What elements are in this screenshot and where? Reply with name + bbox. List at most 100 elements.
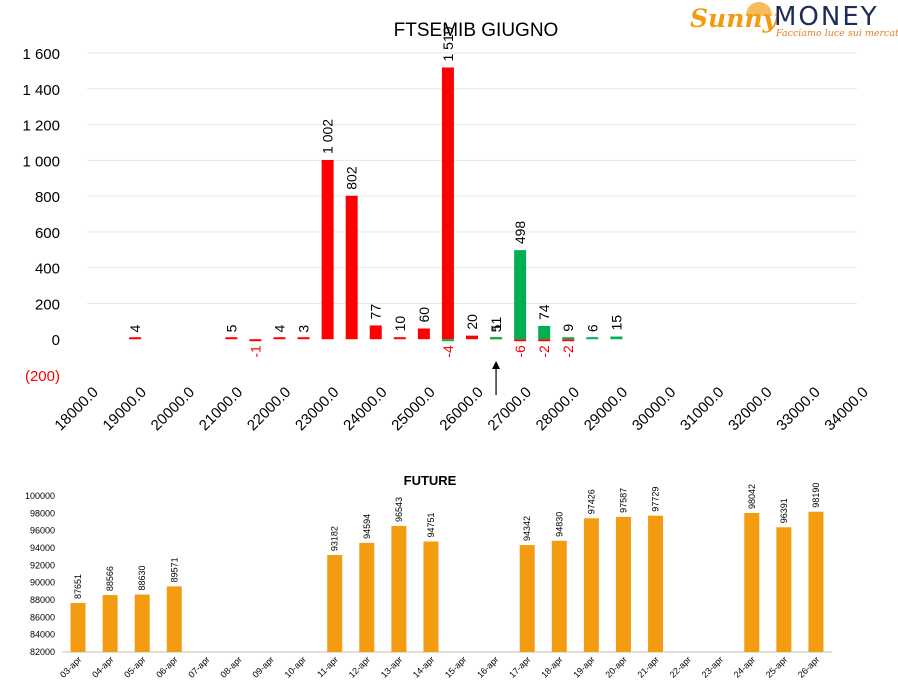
chart1-data-label: 11 — [488, 317, 504, 332]
chart1-y-tick-label: 800 — [35, 189, 60, 206]
chart1-data-label: 15 — [608, 315, 624, 331]
chart2-x-tick-label: 12-apr — [347, 654, 372, 679]
chart2-bar — [70, 603, 86, 652]
chart2-bar — [615, 516, 631, 652]
chart1-title: FTSEMIB GIUGNO — [394, 20, 559, 41]
chart2-data-label: 94594 — [362, 514, 372, 539]
chart2-x-tick-label: 23-apr — [700, 654, 725, 679]
chart1-y-tick-label: 200 — [35, 296, 60, 313]
chart2-bar — [134, 594, 150, 652]
chart1-data-label: 1 519 — [440, 26, 456, 61]
chart2-x-tick-label: 26-apr — [796, 654, 821, 679]
chart1-data-label: 3 — [296, 325, 312, 333]
chart1-data-label: -4 — [440, 345, 456, 358]
chart1-data-label: -2 — [560, 345, 576, 358]
chart2-y-tick-label: 82000 — [30, 647, 55, 657]
chart2-x-tick-label: 03-apr — [58, 654, 83, 679]
chart1-data-label: 10 — [392, 316, 408, 332]
logo-money-text: MONEY — [774, 2, 879, 32]
chart2-y-tick-label: 86000 — [30, 612, 55, 622]
chart2-bar — [359, 542, 375, 652]
chart1-bar — [321, 159, 334, 340]
chart1-y-tick-label: 600 — [35, 225, 60, 242]
chart2-x-tick-label: 06-apr — [154, 654, 179, 679]
chart2-x-tick-label: 10-apr — [283, 654, 308, 679]
chart1-x-tick-label: 20000.0 — [148, 384, 198, 434]
chart2-bar — [551, 540, 567, 652]
chart1-bar — [466, 335, 478, 340]
chart2-data-label: 94830 — [554, 512, 564, 537]
chart2-data-label: 97587 — [618, 488, 628, 513]
chart1-y-tick-label: 1 000 — [22, 153, 60, 170]
chart2-x-tick-label: 07-apr — [186, 654, 211, 679]
chart2-y-tick-label: 90000 — [30, 578, 55, 588]
chart1-data-label: 4 — [127, 325, 143, 333]
chart2-bar — [423, 541, 439, 652]
chart2-title: FUTURE — [404, 473, 457, 488]
chart1-y-tick-label: (200) — [25, 368, 60, 385]
chart1-bar — [490, 337, 503, 340]
chart1-data-label: 74 — [536, 304, 552, 320]
chart2-data-label: 93182 — [330, 526, 340, 551]
chart1-data-label: -6 — [512, 345, 528, 358]
chart1-y-tick-label: 1 400 — [22, 82, 60, 99]
chart2-y-tick-label: 94000 — [30, 543, 55, 553]
chart2-data-label: 96391 — [779, 498, 789, 523]
chart1-bar — [345, 195, 358, 340]
chart1-bar — [562, 339, 575, 342]
chart2-bar — [808, 511, 824, 652]
chart2-data-label: 97426 — [586, 489, 596, 514]
chart2-x-tick-label: 09-apr — [250, 654, 275, 679]
chart1-data-label: 20 — [464, 314, 480, 330]
chart2-data-label: 94342 — [522, 516, 532, 541]
chart2-x-tick-label: 15-apr — [443, 654, 468, 679]
chart1-data-label: 77 — [368, 304, 384, 320]
chart1-data-label: 6 — [584, 324, 600, 332]
chart1-data-label: 5 — [223, 324, 239, 332]
chart2-y-tick-label: 98000 — [30, 508, 55, 518]
chart2-x-tick-label: 16-apr — [475, 654, 500, 679]
chart1-y-tick-label: 0 — [52, 332, 60, 349]
chart2-data-label: 98042 — [747, 484, 757, 509]
chart1-data-label: -1 — [247, 345, 263, 358]
chart2-data-label: 89571 — [169, 557, 179, 582]
chart2-bar — [744, 512, 760, 652]
chart1-bar — [538, 339, 551, 342]
chart1-bar — [610, 336, 623, 340]
chart1-bar — [538, 325, 551, 340]
chart1-data-label: 498 — [512, 221, 528, 245]
chart1-x-tick-label: 30000.0 — [629, 384, 679, 434]
chart1-bar — [369, 325, 382, 340]
chart2-bar — [776, 527, 792, 652]
chart1-x-tick-label: 23000.0 — [292, 384, 342, 434]
chart1-data-label: -2 — [536, 345, 552, 358]
sunny-money-logo: Sunny MONEY Facciamo luce sui mercati — [690, 2, 898, 40]
chart2-y-tick-label: 88000 — [30, 595, 55, 605]
chart2-bar — [102, 595, 118, 652]
chart1-x-tick-label: 32000.0 — [725, 384, 775, 434]
chart2-data-label: 97729 — [651, 487, 661, 512]
chart2-x-tick-label: 14-apr — [411, 654, 436, 679]
chart1-data-label: 1 002 — [320, 119, 336, 154]
chart1-bar — [514, 339, 527, 342]
chart1-bar — [225, 337, 238, 340]
chart2-x-tick-label: 11-apr — [315, 654, 340, 679]
chart2-bar — [166, 586, 182, 652]
chart1-x-tick-label: 21000.0 — [196, 384, 246, 434]
chart1-bar — [129, 337, 142, 340]
chart1-bar — [249, 339, 262, 342]
chart2-data-label: 87651 — [73, 574, 83, 599]
chart2-y-tick-label: 100000 — [25, 491, 55, 501]
chart2-x-tick-label: 22-apr — [668, 654, 693, 679]
chart2-bar — [519, 545, 535, 652]
chart1-data-label: 9 — [560, 324, 576, 332]
chart1-bar — [441, 339, 454, 342]
chart2-x-tick-label: 25-apr — [764, 654, 789, 679]
sun-icon — [746, 2, 772, 16]
chart1-x-tick-label: 26000.0 — [436, 384, 486, 434]
chart1-x-tick-label: 28000.0 — [533, 384, 583, 434]
chart2-data-label: 94751 — [426, 512, 436, 537]
chart2-x-tick-label: 24-apr — [732, 654, 757, 679]
chart1-x-tick-label: 19000.0 — [100, 384, 150, 434]
